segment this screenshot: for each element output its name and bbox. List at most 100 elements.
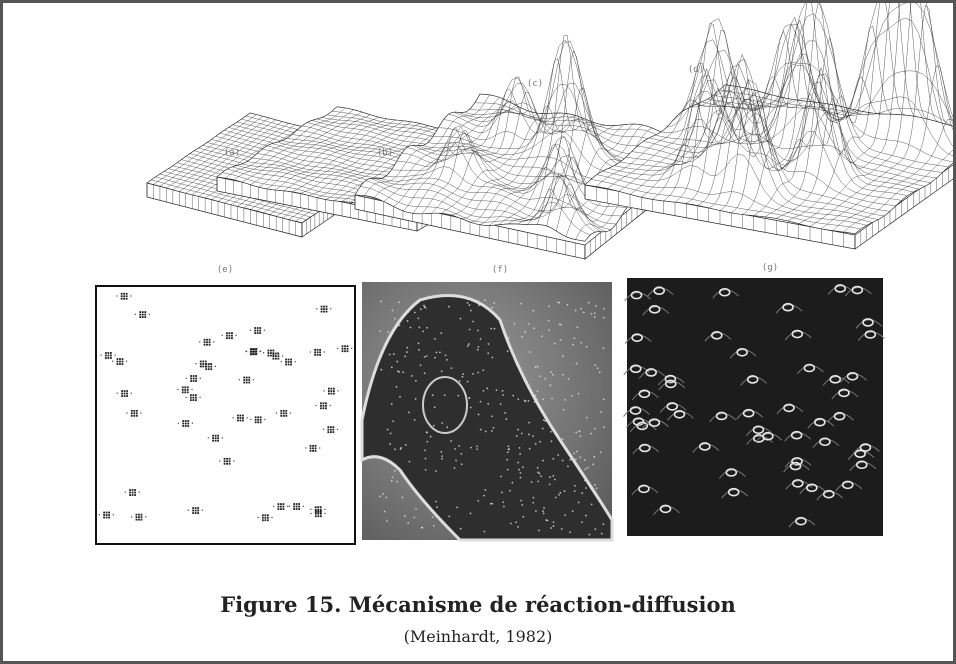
cell-dot <box>433 425 435 427</box>
cell-dot <box>575 431 577 433</box>
pattern-dot <box>122 363 124 365</box>
pattern-dot <box>229 463 231 465</box>
cell-dot <box>448 516 450 518</box>
cell-dot <box>485 431 487 433</box>
cell-dot <box>600 452 602 454</box>
pattern-dot <box>260 351 261 352</box>
pattern-dot <box>190 399 192 401</box>
pattern-dot <box>330 431 332 433</box>
cell-dot <box>564 490 566 492</box>
pattern-dot <box>283 506 285 508</box>
cell-dot <box>571 395 573 397</box>
pattern-dot <box>321 311 323 313</box>
cell-dot <box>517 526 519 528</box>
pattern-dot <box>268 355 270 357</box>
cell-dot <box>583 311 585 313</box>
cell-dot <box>591 503 593 505</box>
cell-dot <box>532 502 534 504</box>
pattern-dot <box>270 352 272 354</box>
pattern-dot <box>305 447 306 448</box>
pattern-dot <box>332 429 334 431</box>
pattern-dot <box>330 393 332 395</box>
pattern-dot <box>205 368 207 370</box>
cell-dot <box>459 380 461 382</box>
pattern-dot <box>257 517 258 518</box>
pattern-dot <box>281 361 282 362</box>
cell-dot <box>545 519 547 521</box>
cell-dot <box>542 428 544 430</box>
pattern-dot <box>317 349 319 351</box>
cell-dot <box>418 342 420 344</box>
cell-dot <box>521 432 523 434</box>
pattern-dot <box>332 426 334 428</box>
pattern-dot <box>259 327 261 329</box>
pattern-dot <box>257 419 259 421</box>
pattern-dot <box>215 366 216 367</box>
cell-dot <box>557 454 559 456</box>
cell-dot <box>535 510 537 512</box>
cell-dot <box>569 454 571 456</box>
cell-dot <box>425 458 427 460</box>
pattern-dot <box>124 390 126 392</box>
cell-dot <box>585 487 587 489</box>
panel-label: (f) <box>492 265 508 275</box>
pattern-dot <box>182 425 184 427</box>
cell-dot <box>389 443 391 445</box>
pattern-dot <box>317 354 319 356</box>
pattern-dot <box>206 341 208 343</box>
cell-dot <box>461 463 463 465</box>
pattern-dot <box>108 352 110 354</box>
pattern-dot <box>310 447 312 449</box>
pattern-dot <box>342 348 344 350</box>
pattern-dot <box>195 363 196 364</box>
cell-dot <box>544 420 546 422</box>
pattern-dot <box>119 358 121 360</box>
pattern-dot <box>187 391 189 393</box>
cell-dot <box>424 372 426 374</box>
pattern-dot <box>288 361 290 363</box>
cell-dot <box>566 304 568 306</box>
pattern-dot <box>317 351 319 353</box>
pattern-dot <box>126 395 128 397</box>
cell-dot <box>528 400 530 402</box>
pattern-dot <box>255 416 257 418</box>
cell-dot <box>468 397 470 399</box>
pattern-dot <box>324 513 325 514</box>
pattern-dot <box>123 293 125 295</box>
pattern-dot <box>142 311 144 313</box>
pattern-dot <box>209 344 211 346</box>
cell-dot <box>548 320 550 322</box>
pattern-dot <box>197 512 199 514</box>
cell-dot <box>580 342 582 344</box>
cell-dot <box>520 500 522 502</box>
pattern-dot <box>185 420 187 422</box>
pattern-dot <box>325 402 327 404</box>
cell-dot <box>441 422 443 424</box>
pattern-dot <box>315 445 317 447</box>
pattern-dot <box>126 295 128 297</box>
pattern-dot <box>125 492 126 493</box>
pattern-dot <box>199 341 200 342</box>
pattern-dot <box>231 332 233 334</box>
cell-dot <box>517 462 519 464</box>
cell-dot <box>472 373 474 375</box>
cell-dot <box>574 490 576 492</box>
pattern-dot <box>310 509 311 510</box>
pattern-dot <box>99 514 100 515</box>
cell-dot <box>537 472 539 474</box>
pattern-dot <box>144 311 146 313</box>
pattern-dot <box>192 397 194 399</box>
cell-dot <box>602 523 604 525</box>
pattern-dot <box>208 368 210 370</box>
pattern-dot <box>344 348 346 350</box>
cell-dot <box>396 481 398 483</box>
cell-dot <box>588 534 590 536</box>
cell-dot <box>508 337 510 339</box>
pattern-dot <box>257 332 259 334</box>
pattern-dot <box>310 351 311 352</box>
cell-dot <box>434 338 436 340</box>
pattern-dot <box>327 426 329 428</box>
pattern-dot <box>208 437 209 438</box>
pattern-dot <box>177 389 178 390</box>
cell-dot <box>542 398 544 400</box>
